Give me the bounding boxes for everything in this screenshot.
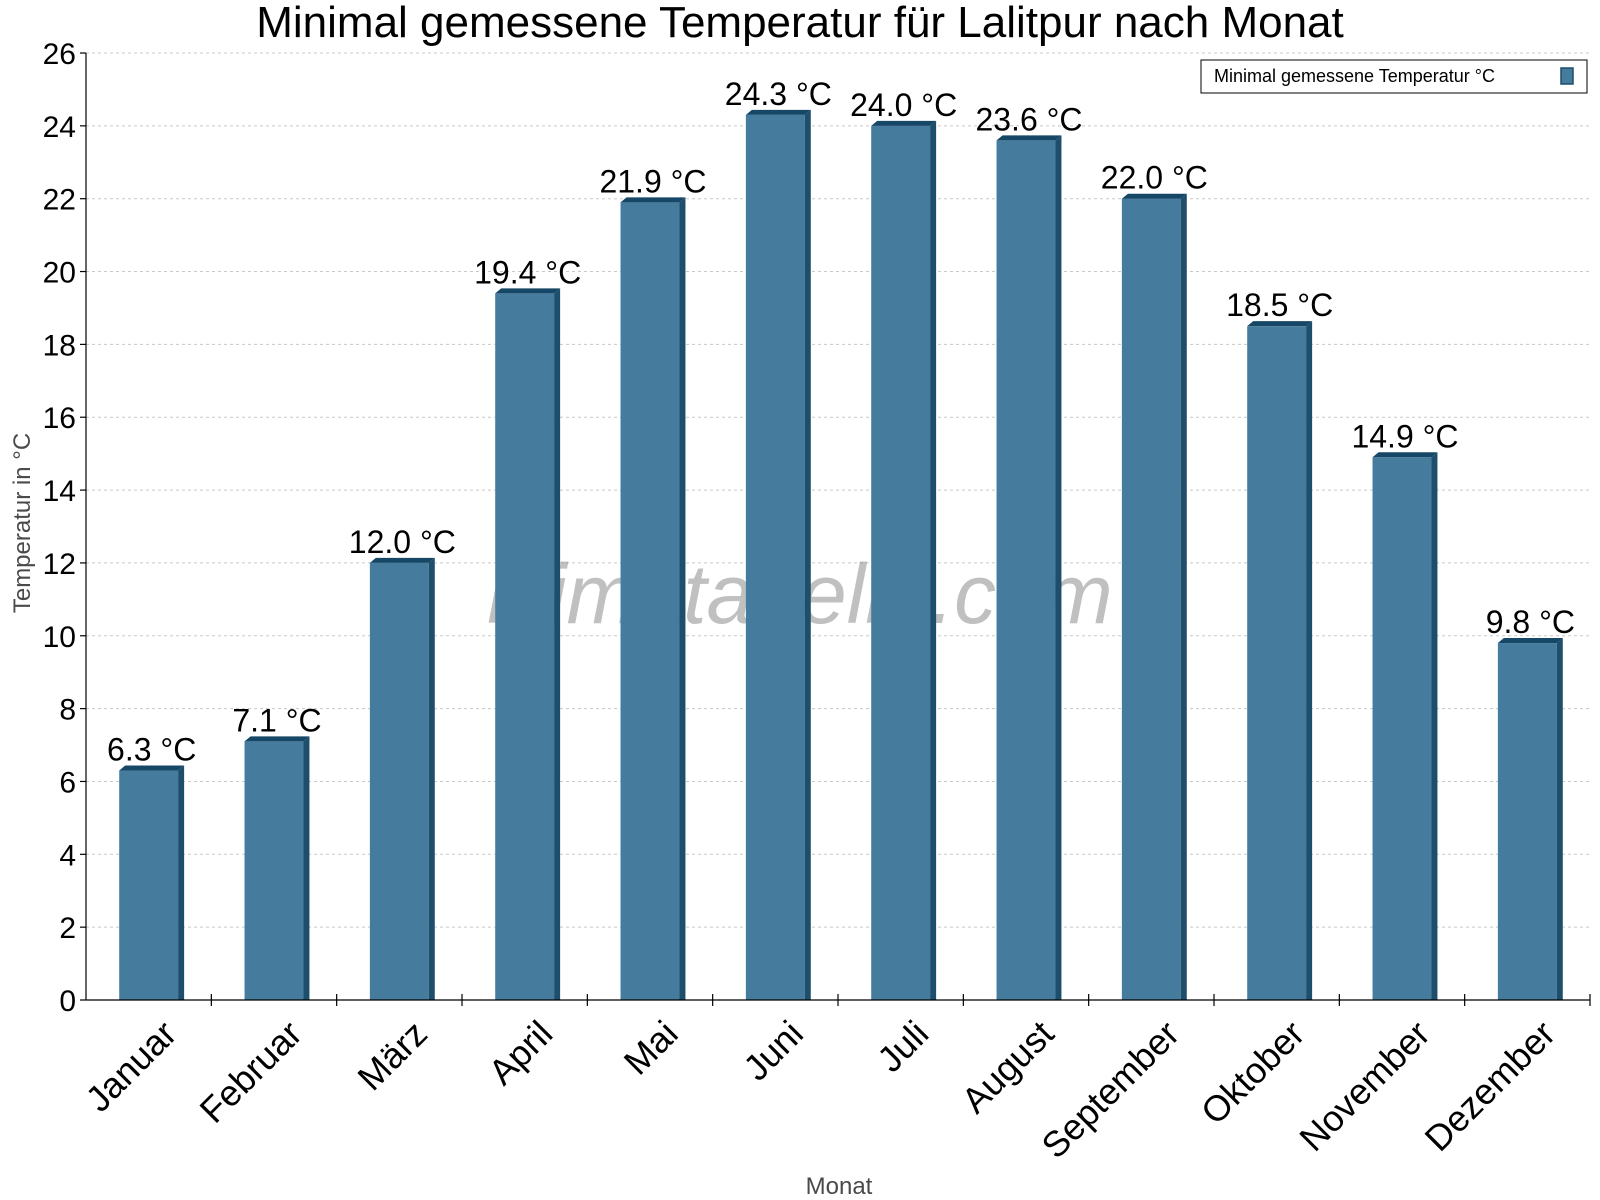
bar <box>119 770 179 1000</box>
data-label: 18.5 °C <box>1226 287 1333 323</box>
bar <box>1247 326 1307 1000</box>
bar-side <box>1306 321 1313 1000</box>
bar-top <box>1497 638 1563 644</box>
y-tick-label: 22 <box>43 184 76 217</box>
data-labels: 6.3 °C 7.1 °C 12.0 °C 19.4 °C 21.9 °C 24.3 °C… <box>107 76 1575 768</box>
bar-top <box>620 197 686 203</box>
x-axis-ticks: Januar Februar März April Mai Juni Juli AugustS… <box>77 1013 1563 1167</box>
bar-side <box>679 197 686 1001</box>
bar <box>1372 457 1432 1000</box>
bar-side <box>1431 452 1438 1000</box>
bar-top <box>119 765 185 771</box>
y-axis-title: Temperatur in °C <box>9 433 36 613</box>
bar-top <box>244 736 310 742</box>
data-label: 19.4 °C <box>474 254 581 290</box>
bar <box>620 202 680 1001</box>
bar-side <box>1180 193 1187 1000</box>
data-label: 6.3 °C <box>107 732 196 768</box>
bar <box>745 114 805 1000</box>
legend-box <box>1200 59 1588 94</box>
x-tick-label: September <box>1033 1013 1187 1167</box>
data-label: 7.1 °C <box>232 702 321 738</box>
bar <box>369 562 429 1000</box>
legend-label: Minimal gemessene Temperatur °C <box>1214 66 1495 86</box>
x-tick-label: März <box>349 1013 435 1099</box>
y-tick-label: 10 <box>43 621 76 654</box>
bar-top <box>1372 452 1438 458</box>
x-tick-label: Mai <box>616 1013 686 1083</box>
bar-top <box>495 288 561 294</box>
bar <box>871 125 931 1001</box>
data-label: 24.3 °C <box>725 76 832 112</box>
bar-side <box>1055 135 1062 1000</box>
chart-title: Minimal gemessene Temperatur für Lalitpu… <box>256 0 1344 47</box>
x-tick-label: Juni <box>735 1013 811 1089</box>
bar-side <box>930 120 937 1001</box>
bar-top <box>1247 321 1313 327</box>
bar-top <box>996 135 1062 141</box>
bar-side <box>804 109 811 1000</box>
x-tick-label: Juli <box>869 1013 936 1080</box>
bar-side <box>1556 638 1563 1000</box>
bar-side <box>554 288 561 1000</box>
data-label: 14.9 °C <box>1351 418 1458 454</box>
bar-top <box>369 557 435 563</box>
data-label: 9.8 °C <box>1486 604 1575 640</box>
bar <box>495 293 555 1000</box>
x-tick-label: Januar <box>77 1013 184 1120</box>
bar-top <box>871 120 937 126</box>
x-tick-label: Dezember <box>1417 1013 1563 1159</box>
y-tick-label: 8 <box>59 694 76 727</box>
x-tick-label: Februar <box>192 1013 310 1131</box>
y-tick-label: 16 <box>43 402 76 435</box>
bar <box>996 140 1056 1000</box>
bar-side <box>428 557 435 1000</box>
y-tick-label: 20 <box>43 257 76 290</box>
grid-lines <box>86 52 1590 928</box>
x-tick-label: April <box>480 1013 560 1093</box>
legend-swatch <box>1560 67 1574 85</box>
bar-side <box>303 736 310 1000</box>
bars <box>119 109 1563 1001</box>
y-tick-label: 0 <box>59 985 76 1018</box>
x-tick-label: August <box>953 1013 1061 1121</box>
y-tick-label: 6 <box>59 766 76 799</box>
data-label: 21.9 °C <box>599 163 706 199</box>
legend: Minimal gemessene Temperatur °C <box>1200 59 1588 94</box>
y-tick-label: 24 <box>43 111 76 144</box>
data-label: 12.0 °C <box>349 524 456 560</box>
bar <box>1497 643 1557 1000</box>
data-label: 22.0 °C <box>1101 160 1208 196</box>
data-label: 23.6 °C <box>975 101 1082 137</box>
bar <box>244 741 304 1000</box>
data-label: 24.0 °C <box>850 87 957 123</box>
y-tick-label: 18 <box>43 329 76 362</box>
bar-top <box>745 109 811 115</box>
y-tick-label: 14 <box>43 475 76 508</box>
y-tick-label: 26 <box>43 38 76 71</box>
bar <box>1121 198 1181 1000</box>
bar-side <box>178 765 185 1000</box>
x-tick-label: November <box>1291 1013 1437 1159</box>
y-tick-label: 2 <box>59 912 76 945</box>
x-tick-label: Oktober <box>1193 1013 1313 1133</box>
x-axis-title: Monat <box>806 1173 873 1200</box>
axes <box>85 53 1591 1006</box>
y-tick-label: 4 <box>59 839 76 872</box>
y-tick-label: 12 <box>43 548 76 581</box>
bar-top <box>1121 193 1187 199</box>
